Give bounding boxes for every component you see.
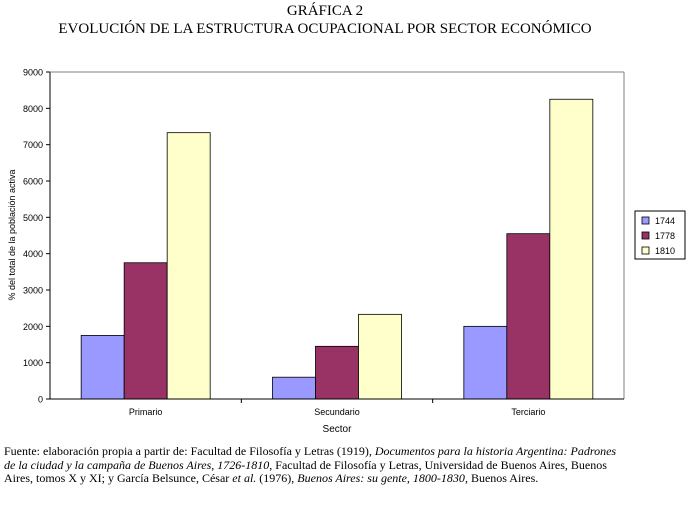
legend-swatch-1778: [641, 231, 650, 240]
y-tick-label: 6000: [23, 177, 43, 187]
y-tick-label: 7000: [23, 140, 43, 150]
figure-title: EVOLUCIÓN DE LA ESTRUCTURA OCUPACIONAL P…: [58, 21, 592, 37]
bar-1810-primario: [166, 132, 211, 400]
y-tick-label: 0: [38, 395, 43, 405]
bar-1744-terciario: [463, 325, 508, 400]
footnote-book-italic: Buenos Aires: su gente, 1800-1830: [297, 471, 465, 486]
bar-1810-secundario: [358, 313, 402, 400]
footnote-etal-italic: et al.: [232, 471, 257, 486]
bar-1744-primario: [80, 335, 125, 400]
legend-swatch-1744: [641, 216, 650, 225]
bar-1778-primario: [123, 262, 168, 400]
legend-label-1778: 1778: [655, 231, 675, 241]
bar-1778-terciario: [506, 233, 551, 400]
legend-label-1744: 1744: [655, 216, 675, 226]
bar-1810-terciario: [549, 98, 594, 400]
bar-1778-secundario: [315, 345, 359, 400]
y-tick-label: 1000: [23, 358, 43, 368]
footnote-title-italic: Documentos para la historia Argentina: P…: [4, 444, 617, 472]
source-footnote: Fuente: elaboración propia a partir de: …: [4, 444, 628, 486]
footnote-text: , Facultad de Filosofía y Letras, Univer…: [4, 457, 607, 486]
legend: 1744 1778 1810: [634, 210, 686, 260]
footnote-text: , Buenos Aires.: [464, 471, 539, 486]
y-tick-label: 9000: [23, 68, 43, 78]
x-tick-label: Primario: [129, 407, 163, 417]
y-axis-label: % del total de la población activa: [7, 169, 17, 300]
legend-swatch-1810: [641, 246, 650, 255]
y-tick-label: 3000: [23, 286, 43, 296]
x-tick-label: Secundario: [314, 407, 360, 417]
y-tick-label: 5000: [23, 213, 43, 223]
y-tick-label: 2000: [23, 322, 43, 332]
chart: 0 1000 2000 3000 4000 5000 6000 7000 8000 9000 Pr…: [7, 68, 686, 435]
legend-label-1810: 1810: [655, 246, 675, 256]
footnote-text: Fuente: elaboración propia a partir de: …: [4, 444, 375, 458]
footnote-text: (1976),: [256, 471, 298, 486]
figure-number: GRÁFICA 2: [286, 3, 364, 19]
x-axis-label: Sector: [323, 424, 353, 435]
y-tick-label: 4000: [23, 249, 43, 259]
y-tick-label: 8000: [23, 104, 43, 114]
x-tick-label: Terciario: [511, 407, 545, 417]
bar-1744-secundario: [272, 376, 316, 400]
